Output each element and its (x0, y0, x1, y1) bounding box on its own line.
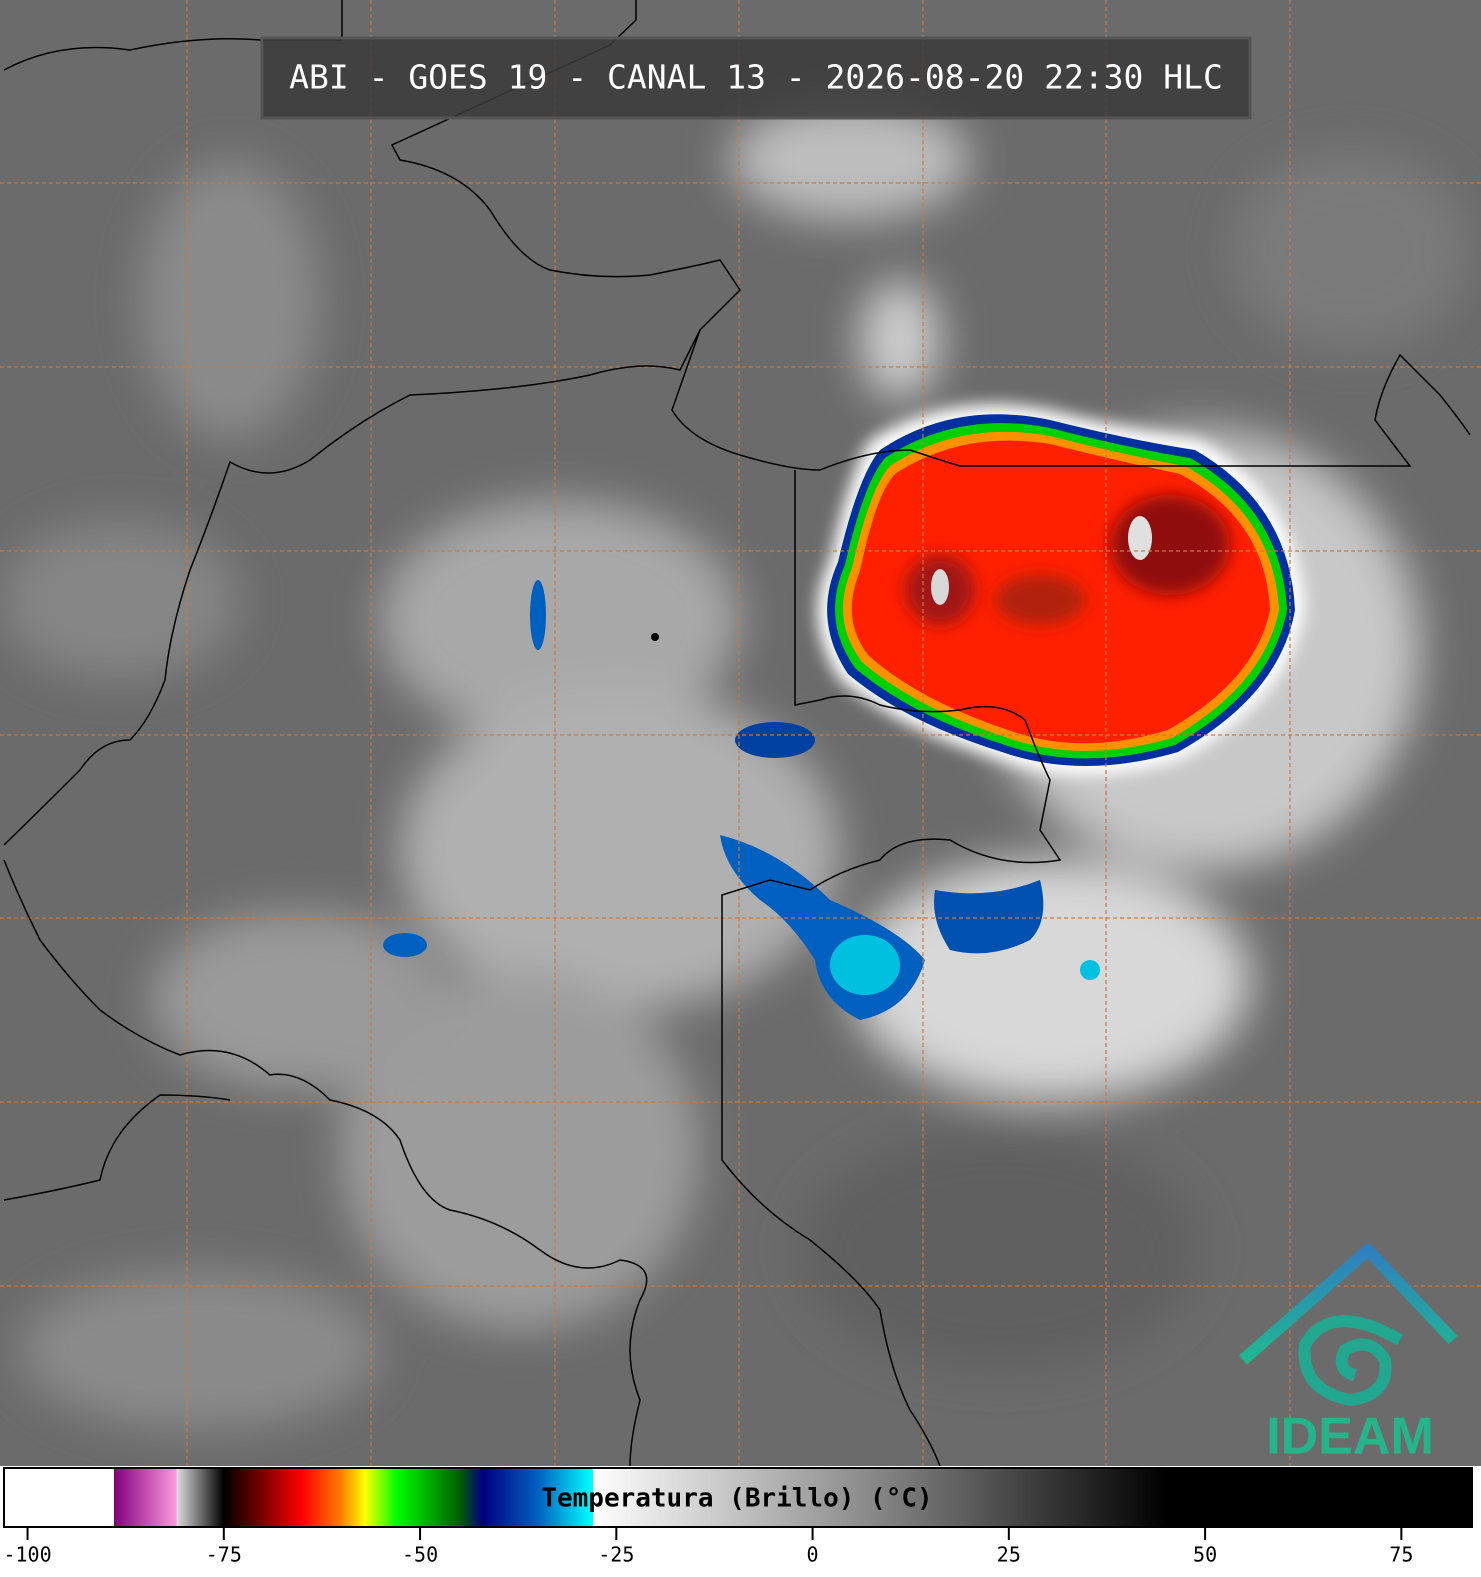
city-marker (651, 633, 659, 641)
cold-cloud-tops (383, 580, 1100, 1020)
borders (3, 0, 1471, 1466)
tick-label: 75 (1389, 1543, 1413, 1567)
colorbar-label: Temperatura (Brillo) (°C) (541, 1484, 932, 1514)
tick-label: 0 (807, 1543, 819, 1567)
storm-cell (817, 404, 1305, 775)
logo-text: IDEAM (1266, 1408, 1434, 1466)
title-box (260, 36, 1252, 120)
tick-label: -50 (402, 1543, 438, 1567)
colorbar-scale (3, 1467, 1473, 1528)
tick-label: 25 (997, 1543, 1021, 1567)
tick-label: -25 (598, 1543, 634, 1567)
logo: IDEAM (1239, 1244, 1458, 1466)
tick-label: -100 (3, 1543, 51, 1567)
title: ABI - GOES 19 - CANAL 13 - 2026-08-20 22… (289, 58, 1223, 97)
satellite-map: ABI - GOES 19 - CANAL 13 - 2026-08-20 22… (0, 0, 1481, 1466)
tick-label: -75 (206, 1543, 242, 1567)
colorbar: Temperatura (Brillo) (°C) -100 -75 -50 -25 0… (3, 1467, 1473, 1567)
tick-label: 50 (1193, 1543, 1217, 1567)
